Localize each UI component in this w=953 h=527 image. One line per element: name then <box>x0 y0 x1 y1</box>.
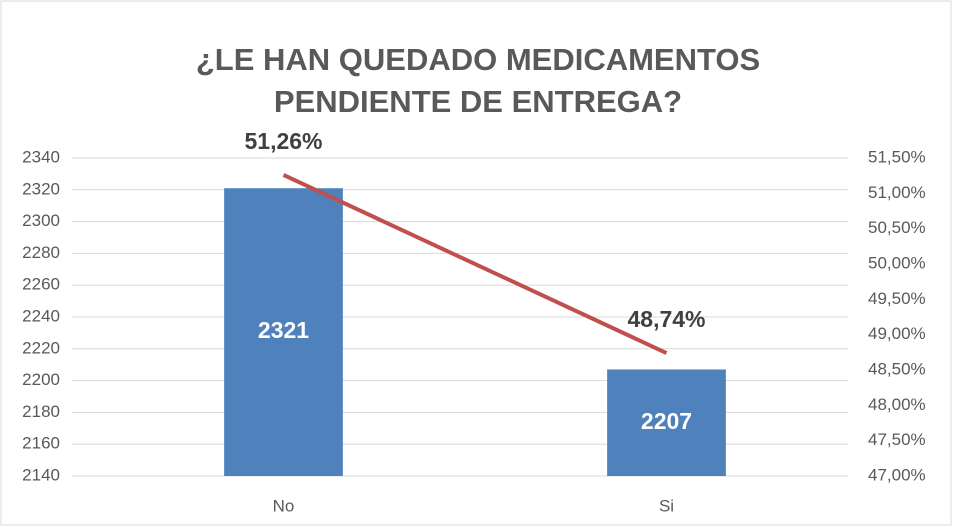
bar-label: 2207 <box>641 408 692 434</box>
y2-tick-label: 48,00% <box>868 395 926 414</box>
line-label: 51,26% <box>244 128 322 154</box>
y2-tick-label: 50,50% <box>868 218 926 237</box>
y-tick-label: 2140 <box>22 465 60 484</box>
y2-tick-label: 49,00% <box>868 324 926 343</box>
line <box>282 173 668 355</box>
chart-title: PENDIENTE DE ENTREGA? <box>274 84 682 119</box>
y-tick-label: 2180 <box>22 402 60 421</box>
y-tick-label: 2160 <box>22 434 60 453</box>
y-tick-label: 2260 <box>22 275 60 294</box>
y-tick-label: 2340 <box>22 147 60 166</box>
y2-tick-label: 47,00% <box>868 465 926 484</box>
y2-tick-label: 49,50% <box>868 289 926 308</box>
y2-tick-label: 51,00% <box>868 183 926 202</box>
y-tick-label: 2280 <box>22 243 60 262</box>
y-tick-label: 2240 <box>22 306 60 325</box>
x-tick-label: No <box>273 496 295 515</box>
y2-tick-label: 51,50% <box>868 147 926 166</box>
y-tick-label: 2320 <box>22 179 60 198</box>
y-tick-label: 2220 <box>22 338 60 357</box>
chart-title: ¿LE HAN QUEDADO MEDICAMENTOS <box>196 42 760 77</box>
bar-label: 2321 <box>258 317 309 343</box>
x-tick-label: Si <box>659 496 674 515</box>
y2-tick-label: 50,00% <box>868 253 926 272</box>
y2-tick-label: 47,50% <box>868 430 926 449</box>
y-tick-label: 2200 <box>22 370 60 389</box>
bar <box>607 369 726 476</box>
y2-tick-label: 48,50% <box>868 359 926 378</box>
bar <box>224 188 343 476</box>
y-tick-label: 2300 <box>22 211 60 230</box>
line-label: 48,74% <box>627 306 705 332</box>
